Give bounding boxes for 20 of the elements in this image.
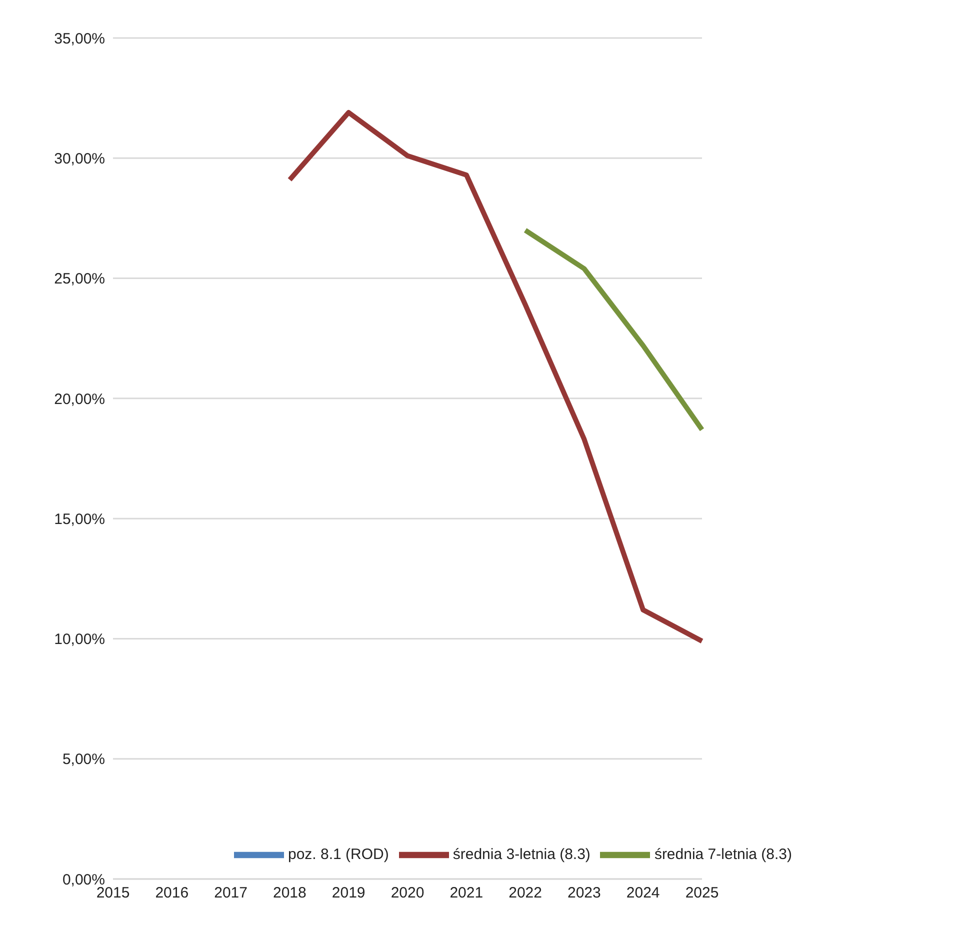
x-tick-label: 2019 (332, 884, 366, 902)
x-tick-label: 2016 (155, 884, 189, 902)
x-tick-label: 2017 (214, 884, 248, 902)
x-tick-label: 2023 (568, 884, 601, 902)
x-tick-label: 2025 (685, 884, 719, 902)
x-tick-label: 2020 (390, 884, 424, 902)
x-tick-label: 2018 (273, 884, 306, 902)
legend-label: poz. 8.1 (ROD) (288, 846, 389, 863)
y-tick-label: 5,00% (62, 751, 105, 768)
x-tick-label: 2022 (508, 884, 542, 902)
x-tick-label: 2024 (626, 884, 660, 902)
y-tick-label: 35,00% (54, 30, 105, 48)
y-tick-label: 30,00% (54, 150, 105, 168)
legend-label: średnia 7-letnia (8.3) (654, 846, 792, 863)
y-tick-label: 25,00% (54, 270, 105, 288)
legend-label: średnia 3-letnia (8.3) (452, 846, 590, 863)
y-tick-label: 15,00% (54, 510, 105, 528)
y-tick-label: 10,00% (54, 631, 105, 648)
x-tick-label: 2021 (450, 884, 484, 902)
y-tick-label: 20,00% (54, 390, 105, 408)
